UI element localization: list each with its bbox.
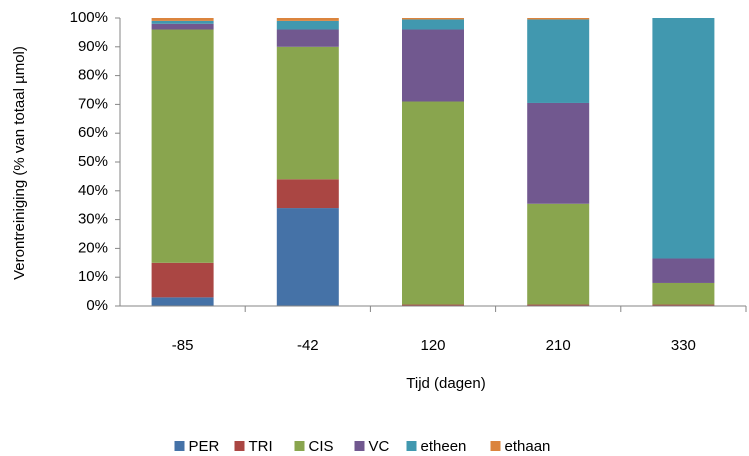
bar-segment <box>527 304 590 306</box>
bar-segment <box>151 29 214 263</box>
legend-label: CIS <box>309 438 334 455</box>
legend-label: VC <box>369 438 390 455</box>
legend-swatch <box>490 441 501 451</box>
bar-segment <box>402 101 464 305</box>
bar-segment <box>276 179 339 209</box>
legend-swatch <box>234 441 245 451</box>
bar-segment <box>276 18 339 21</box>
bar-segment <box>527 203 590 305</box>
y-tick-label: 70% <box>78 95 108 112</box>
bar-segment <box>402 19 464 30</box>
bar-segment <box>652 18 715 259</box>
bar-segment <box>652 258 715 283</box>
legend-swatch <box>354 441 365 451</box>
legend-swatch <box>294 441 305 451</box>
y-tick-label: 20% <box>78 239 108 256</box>
bar-segment <box>276 208 339 306</box>
y-tick-label: 60% <box>78 124 108 141</box>
y-tick-label: 50% <box>78 153 108 170</box>
x-tick-label: 120 <box>420 337 445 354</box>
x-tick-label: -85 <box>172 337 194 354</box>
y-axis-label: Verontreiniging (% van totaal µmol) <box>11 46 28 280</box>
bar-segment <box>402 304 464 306</box>
y-tick-label: 0% <box>86 297 108 314</box>
legend-label: PER <box>189 438 220 455</box>
legend-swatch <box>174 441 185 451</box>
bar-segment <box>652 282 715 305</box>
x-axis-label: Tijd (dagen) <box>406 375 485 392</box>
legend-label: ethaan <box>505 438 551 455</box>
y-tick-label: 100% <box>70 9 108 26</box>
bar-segment <box>652 304 715 306</box>
bar-segment <box>527 18 590 20</box>
bar-segment <box>151 18 214 21</box>
legend-swatch <box>406 441 417 451</box>
y-tick-label: 40% <box>78 182 108 199</box>
bar-segment <box>527 102 590 204</box>
bar-segment <box>276 46 339 180</box>
x-tick-label: 330 <box>671 337 696 354</box>
legend-label: etheen <box>421 438 467 455</box>
y-tick-label: 30% <box>78 211 108 228</box>
y-tick-label: 10% <box>78 268 108 285</box>
bar-segment <box>402 18 464 20</box>
bar-segment <box>151 23 214 30</box>
y-tick-label: 90% <box>78 38 108 55</box>
bar-segment <box>151 20 214 24</box>
bar-segment <box>527 19 590 103</box>
bar-segment <box>151 297 214 306</box>
y-tick-label: 80% <box>78 67 108 84</box>
bar-segment <box>402 29 464 102</box>
bar-segment <box>151 262 214 298</box>
legend-label: TRI <box>249 438 273 455</box>
bar-segment <box>276 29 339 47</box>
bar-segment <box>276 20 339 30</box>
x-tick-label: 210 <box>546 337 571 354</box>
x-tick-label: -42 <box>297 337 319 354</box>
